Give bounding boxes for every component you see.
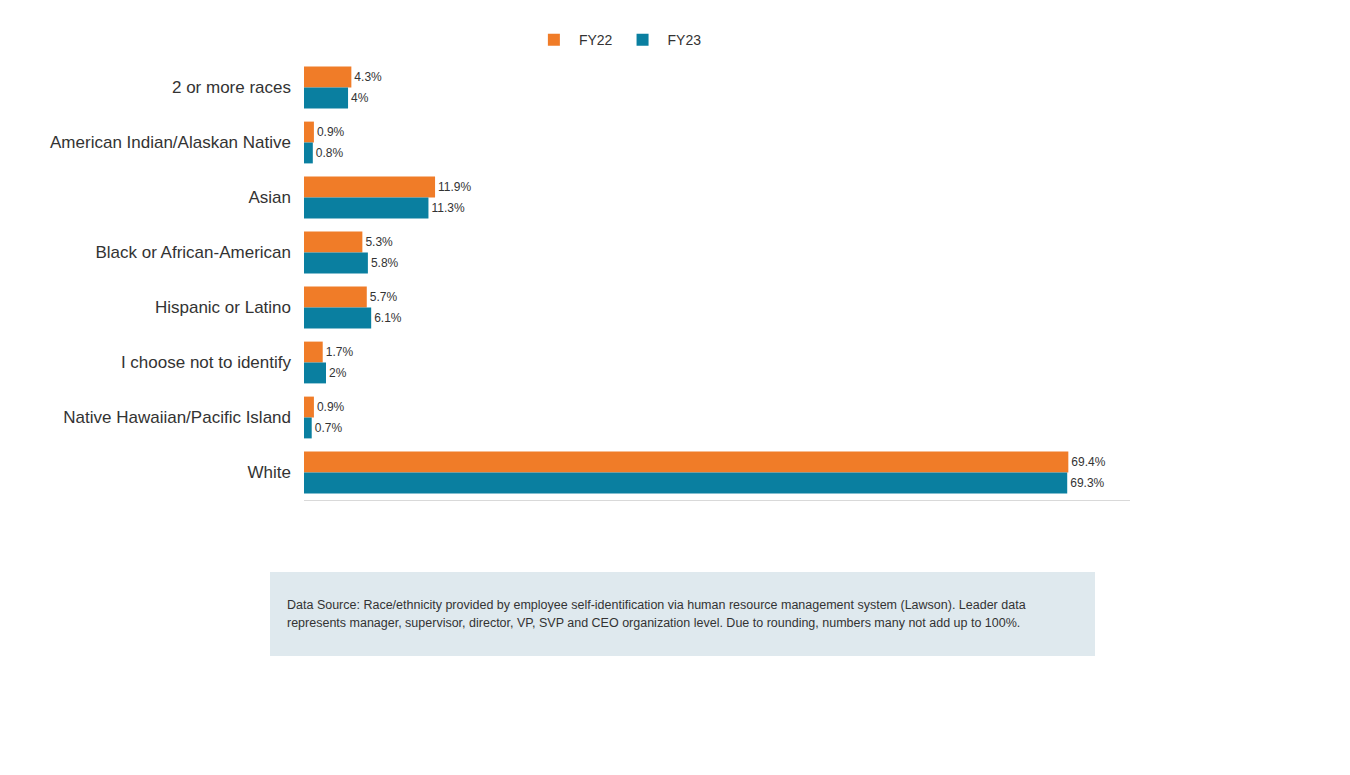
html-text:Data Source: Race/ethnicity pr: Data Source: Race/ethnicity provided by …: [287, 598, 1026, 630]
svg-text:4.3%: 4.3%: [354, 70, 382, 84]
svg-text:6.1%: 6.1%: [374, 311, 402, 325]
svg-text:Asian: Asian: [248, 188, 291, 207]
svg-text:I choose not to identify: I choose not to identify: [121, 353, 292, 372]
svg-text:2 or more races: 2 or more races: [172, 78, 291, 97]
svg-text:2%: 2%: [329, 366, 347, 380]
svg-text:5.8%: 5.8%: [371, 256, 399, 270]
svg-text:5.7%: 5.7%: [370, 290, 398, 304]
svg-text:5.3%: 5.3%: [365, 235, 393, 249]
svg-text:4%: 4%: [351, 91, 369, 105]
svg-text:Black or African-American: Black or African-American: [95, 243, 291, 262]
svg-text:FY22: FY22: [579, 32, 613, 48]
svg-text:0.8%: 0.8%: [316, 146, 344, 160]
svg-text:FY23: FY23: [668, 32, 702, 48]
svg-text:1.7%: 1.7%: [326, 345, 354, 359]
svg-text:0.9%: 0.9%: [317, 125, 345, 139]
svg-text:11.3%: 11.3%: [431, 201, 464, 215]
svg-text:0.9%: 0.9%: [317, 400, 345, 414]
svg-text:0.7%: 0.7%: [315, 421, 343, 435]
svg-text:American Indian/Alaskan Native: American Indian/Alaskan Native: [50, 133, 291, 152]
svg-text:Native Hawaiian/Pacific Island: Native Hawaiian/Pacific Island: [63, 408, 291, 427]
svg-text:69.4%: 69.4%: [1071, 455, 1105, 469]
svg-text:Hispanic or Latino: Hispanic or Latino: [155, 298, 291, 317]
svg-text:11.9%: 11.9%: [438, 180, 471, 194]
svg-text:69.3%: 69.3%: [1070, 476, 1104, 490]
svg-text:White: White: [248, 463, 291, 482]
